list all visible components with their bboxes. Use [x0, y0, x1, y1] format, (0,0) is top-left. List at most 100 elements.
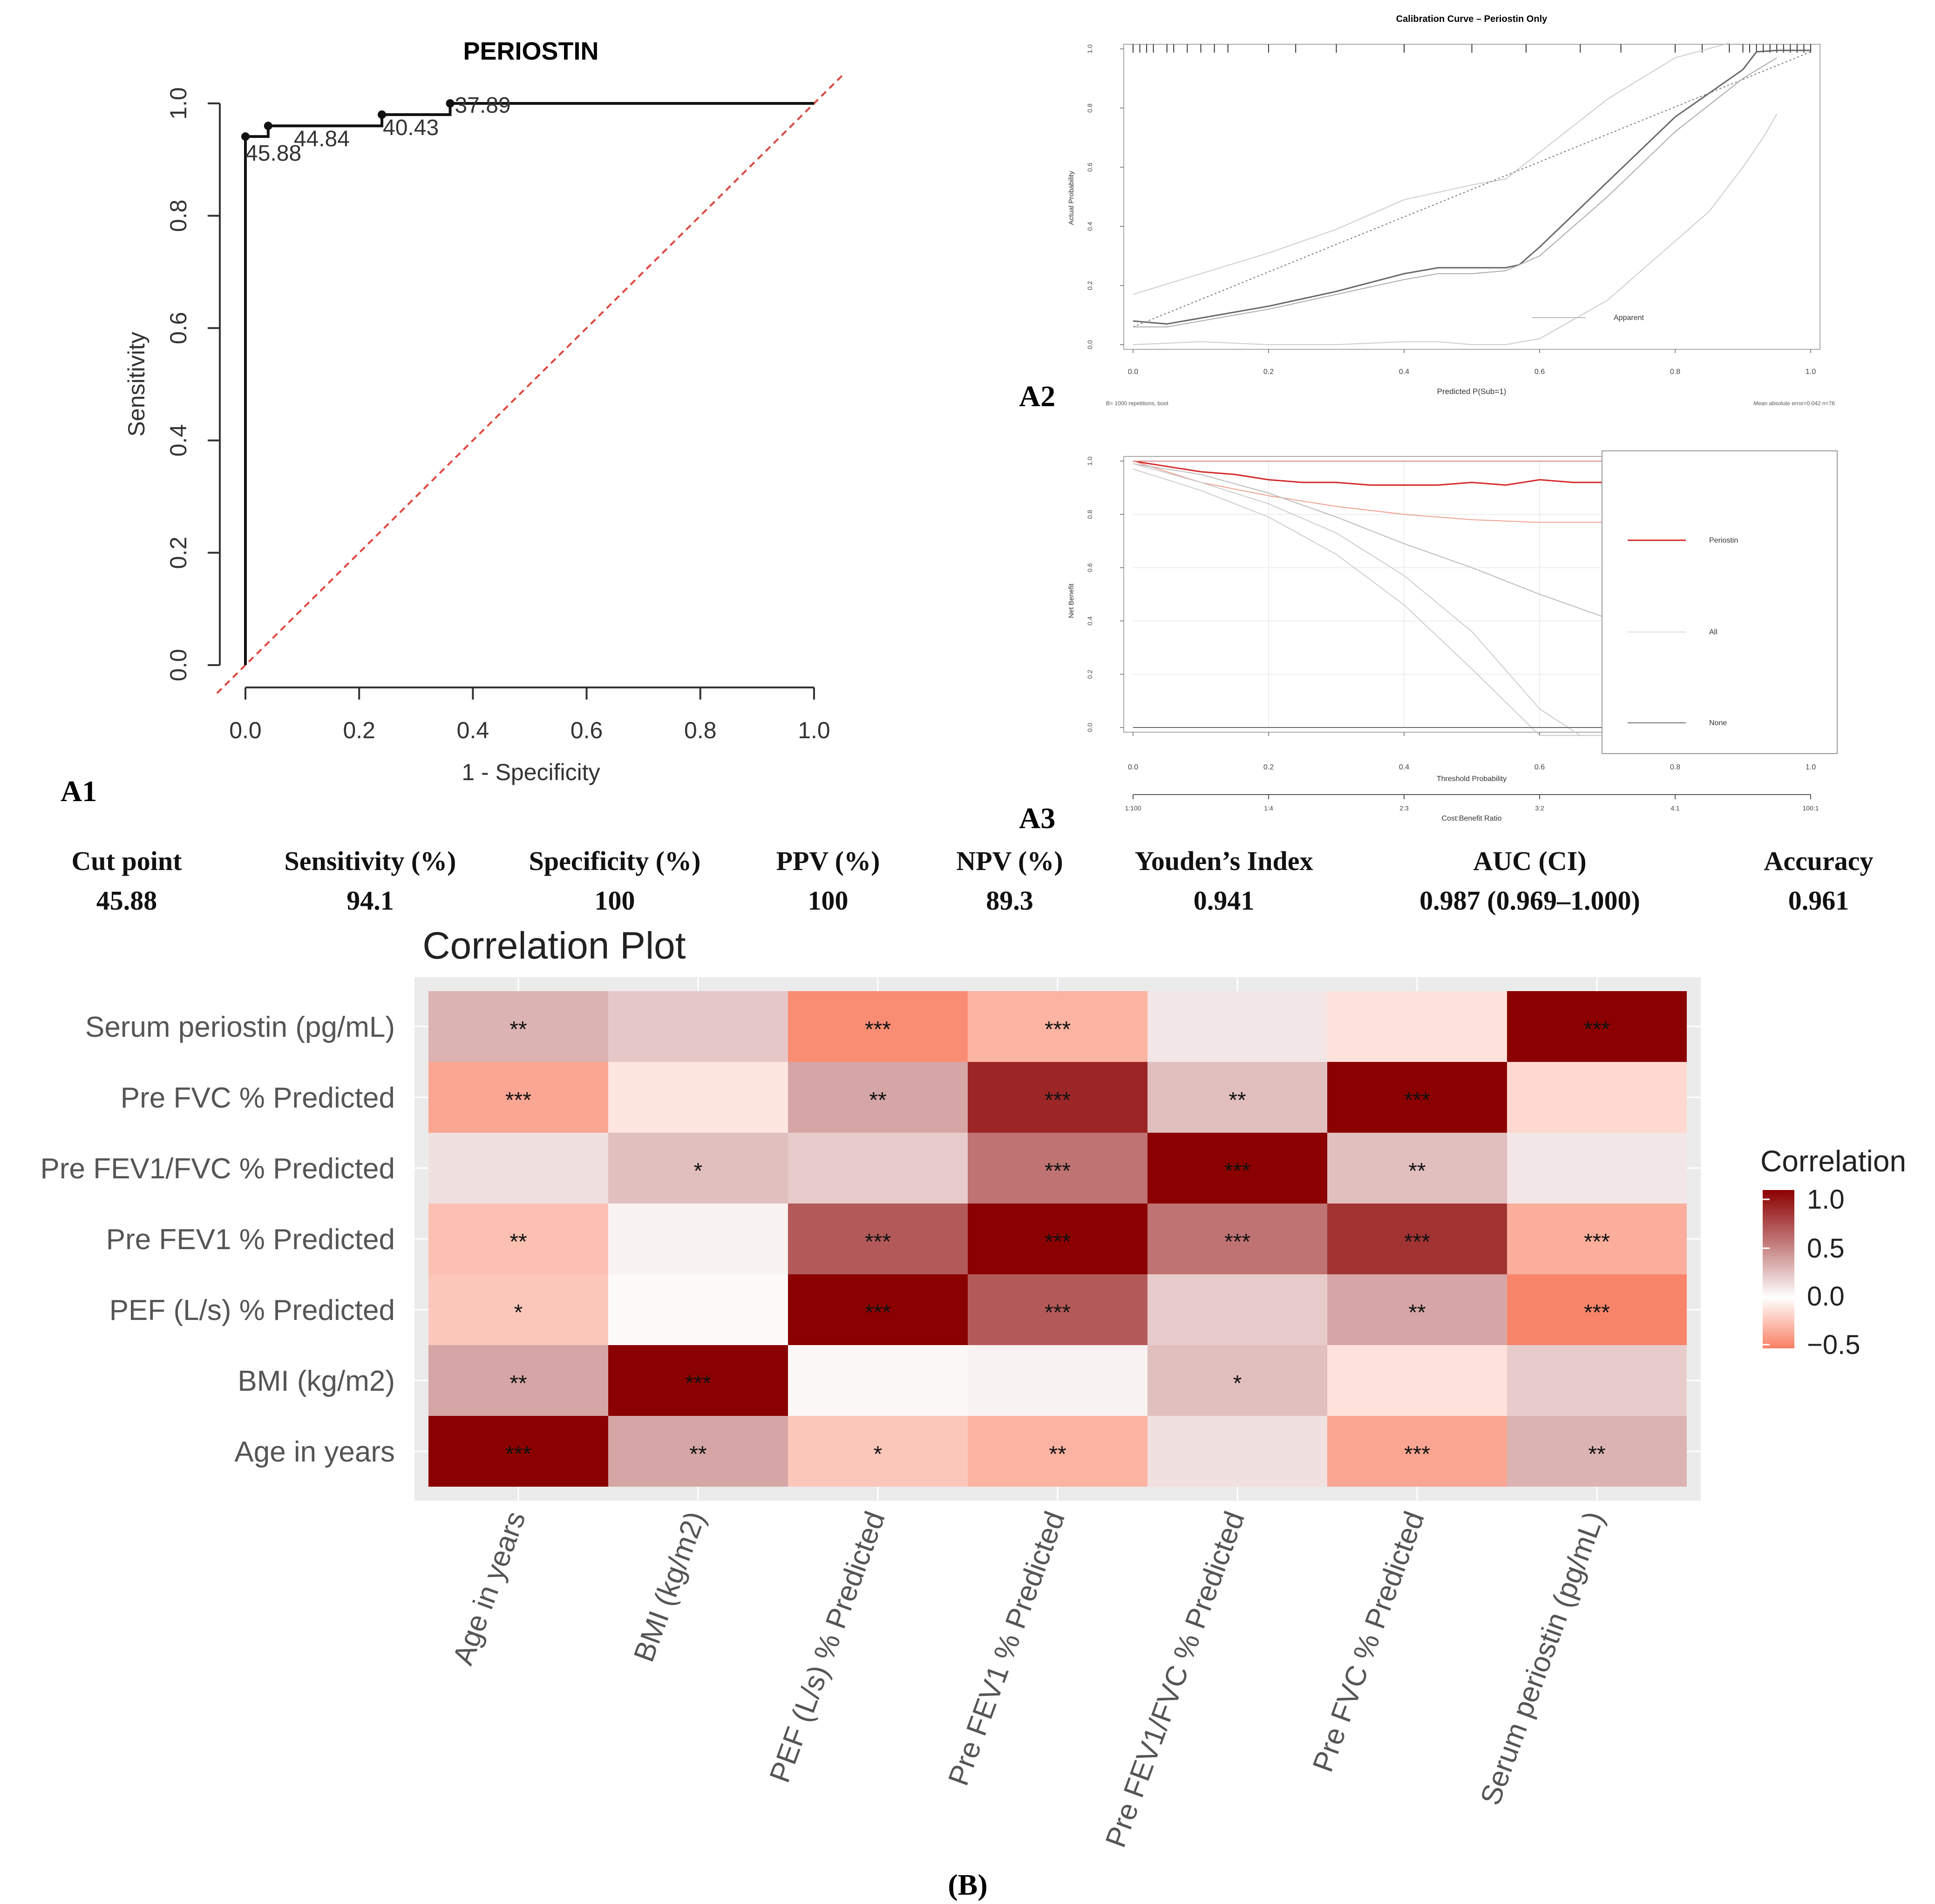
- correlation-significance: ***: [685, 1371, 711, 1396]
- calibration-y-tick-label: 1.0: [1086, 44, 1093, 54]
- dca-series-line: [1133, 460, 1608, 486]
- dca-series-line: [1133, 463, 1608, 619]
- metrics-header: Cut point: [72, 846, 183, 876]
- correlation-row-label: Pre FEV1 % Predicted: [106, 1224, 395, 1256]
- metrics-header: Accuracy: [1764, 846, 1873, 876]
- correlation-significance: ***: [505, 1088, 531, 1113]
- correlation-significance: **: [1049, 1442, 1066, 1467]
- calibration-y-tick-label: 0.2: [1086, 281, 1093, 290]
- correlation-significance: **: [689, 1442, 706, 1467]
- correlation-cell: [968, 1133, 1147, 1204]
- calibration-x-tick-label: 1.0: [1806, 368, 1816, 376]
- dca-y-tick-label: 0.4: [1086, 616, 1093, 626]
- correlation-significance: ***: [1404, 1442, 1430, 1467]
- roc-y-tick-label: 0.8: [165, 199, 191, 232]
- correlation-significance: ***: [1045, 1230, 1071, 1254]
- dca-x-tick-label: 0.0: [1128, 763, 1138, 771]
- calibration-ylabel: Actual Probability: [1067, 171, 1075, 225]
- correlation-cell: [1507, 1274, 1687, 1345]
- correlation-cell: [428, 1062, 608, 1133]
- dca-lines: [1133, 460, 1608, 736]
- correlation-cell: [1327, 1274, 1507, 1345]
- correlation-row-label: Age in years: [234, 1436, 395, 1468]
- roc-cutpoint-marker: [446, 99, 455, 108]
- correlation-significance: **: [1588, 1442, 1605, 1467]
- correlation-legend-bar: [1763, 1190, 1794, 1348]
- calibration-title: Calibration Curve – Periostin Only: [1396, 14, 1548, 24]
- correlation-legend-label: 1.0: [1807, 1184, 1845, 1215]
- dca-series-line: [1133, 463, 1581, 736]
- dca-x2-tick-label: 1:100: [1125, 804, 1141, 812]
- correlation-significance: ***: [505, 1442, 531, 1467]
- correlation-cell: [428, 991, 608, 1062]
- correlation-significance: **: [1408, 1159, 1426, 1183]
- correlation-cell: [968, 1204, 1147, 1274]
- correlation-col-label: Pre FVC % Predicted: [1307, 1507, 1431, 1776]
- metrics-value: 89.3: [986, 885, 1033, 916]
- roc-cutpoint-marker: [241, 132, 250, 141]
- dca-ylabel: Net Benefit: [1067, 583, 1075, 618]
- metrics-header: PPV (%): [776, 846, 880, 876]
- calibration-y-tick-label: 0.4: [1086, 222, 1093, 231]
- roc-reference-line: [216, 75, 843, 694]
- correlation-cell: [608, 1204, 788, 1274]
- correlation-cell: [1147, 1274, 1327, 1345]
- correlation-cell: [1507, 1062, 1687, 1133]
- roc-y-tick-label: 0.2: [165, 537, 191, 569]
- dca-chart: Threshold Probability Cost:Benefit Ratio…: [1067, 450, 1838, 823]
- correlation-significance: ***: [1045, 1017, 1071, 1042]
- roc-cutpoint-label: 45.88: [245, 141, 301, 166]
- calibration-series-line: [1133, 57, 1777, 327]
- correlation-significance: **: [509, 1230, 527, 1254]
- dca-x-tick-label: 0.6: [1534, 763, 1545, 771]
- roc-x-tick-label: 1.0: [798, 717, 830, 743]
- metrics-value: 100: [808, 885, 849, 916]
- correlation-cell: [1327, 1345, 1507, 1416]
- roc-x-tick-label: 0.2: [343, 717, 375, 743]
- correlation-cell: [428, 1133, 608, 1204]
- correlation-title: Correlation Plot: [422, 925, 686, 967]
- roc-y-tick-label: 0.4: [165, 424, 191, 457]
- roc-cutpoint-marker: [264, 122, 272, 130]
- roc-chart: PERIOSTIN 1 - Specificity Sensitivity 0.…: [123, 37, 843, 785]
- correlation-significance: **: [1229, 1088, 1246, 1113]
- correlation-col-label: BMI (kg/m2): [628, 1507, 712, 1666]
- calibration-footer-right: Mean absolute error=0.042 n=76: [1753, 400, 1835, 407]
- correlation-significance: **: [1408, 1300, 1426, 1325]
- dca-y-tick-label: 0.8: [1086, 510, 1093, 519]
- correlation-cell: [968, 1345, 1147, 1416]
- roc-xlabel: 1 - Specificity: [462, 759, 600, 785]
- correlation-row-label: Serum periostin (pg/mL): [85, 1011, 395, 1043]
- panel-label-a3: A3: [1019, 802, 1055, 835]
- correlation-legend-title: Correlation: [1760, 1144, 1906, 1178]
- correlation-significance: **: [869, 1088, 886, 1113]
- roc-x-tick-label: 0.0: [229, 717, 262, 743]
- correlation-cell: [1147, 991, 1327, 1062]
- metrics-value: 94.1: [346, 885, 394, 916]
- correlation-cell: [1147, 1416, 1327, 1487]
- calibration-x-tick-label: 0.8: [1670, 368, 1680, 376]
- correlation-cell: [428, 1416, 608, 1487]
- calibration-legend-apparent: Apparent: [1614, 314, 1644, 322]
- roc-y-tick-label: 0.0: [165, 649, 191, 681]
- correlation-cell: [968, 1416, 1147, 1487]
- dca-legend-periostin: Periostin: [1709, 537, 1738, 544]
- correlation-significance: ***: [1045, 1159, 1071, 1183]
- metrics-header: Youden’s Index: [1134, 846, 1313, 876]
- roc-x-tick-label: 0.6: [570, 717, 603, 743]
- metrics-header: Sensitivity (%): [285, 846, 456, 876]
- correlation-significance: *: [694, 1159, 703, 1183]
- correlation-cell: [788, 1204, 968, 1274]
- calibration-y-tick-label: 0.8: [1086, 103, 1093, 113]
- correlation-significance: ***: [1045, 1088, 1071, 1113]
- correlation-cell: [1507, 1133, 1687, 1204]
- correlation-significance: *: [514, 1300, 523, 1325]
- correlation-significance: ***: [865, 1300, 891, 1325]
- correlation-cell: [608, 1345, 788, 1416]
- panel-label-a1: A1: [61, 775, 97, 808]
- dca-x2-tick-label: 3:2: [1535, 804, 1544, 812]
- dca-x2-tick-label: 100:1: [1802, 804, 1819, 812]
- correlation-cell: [608, 991, 788, 1062]
